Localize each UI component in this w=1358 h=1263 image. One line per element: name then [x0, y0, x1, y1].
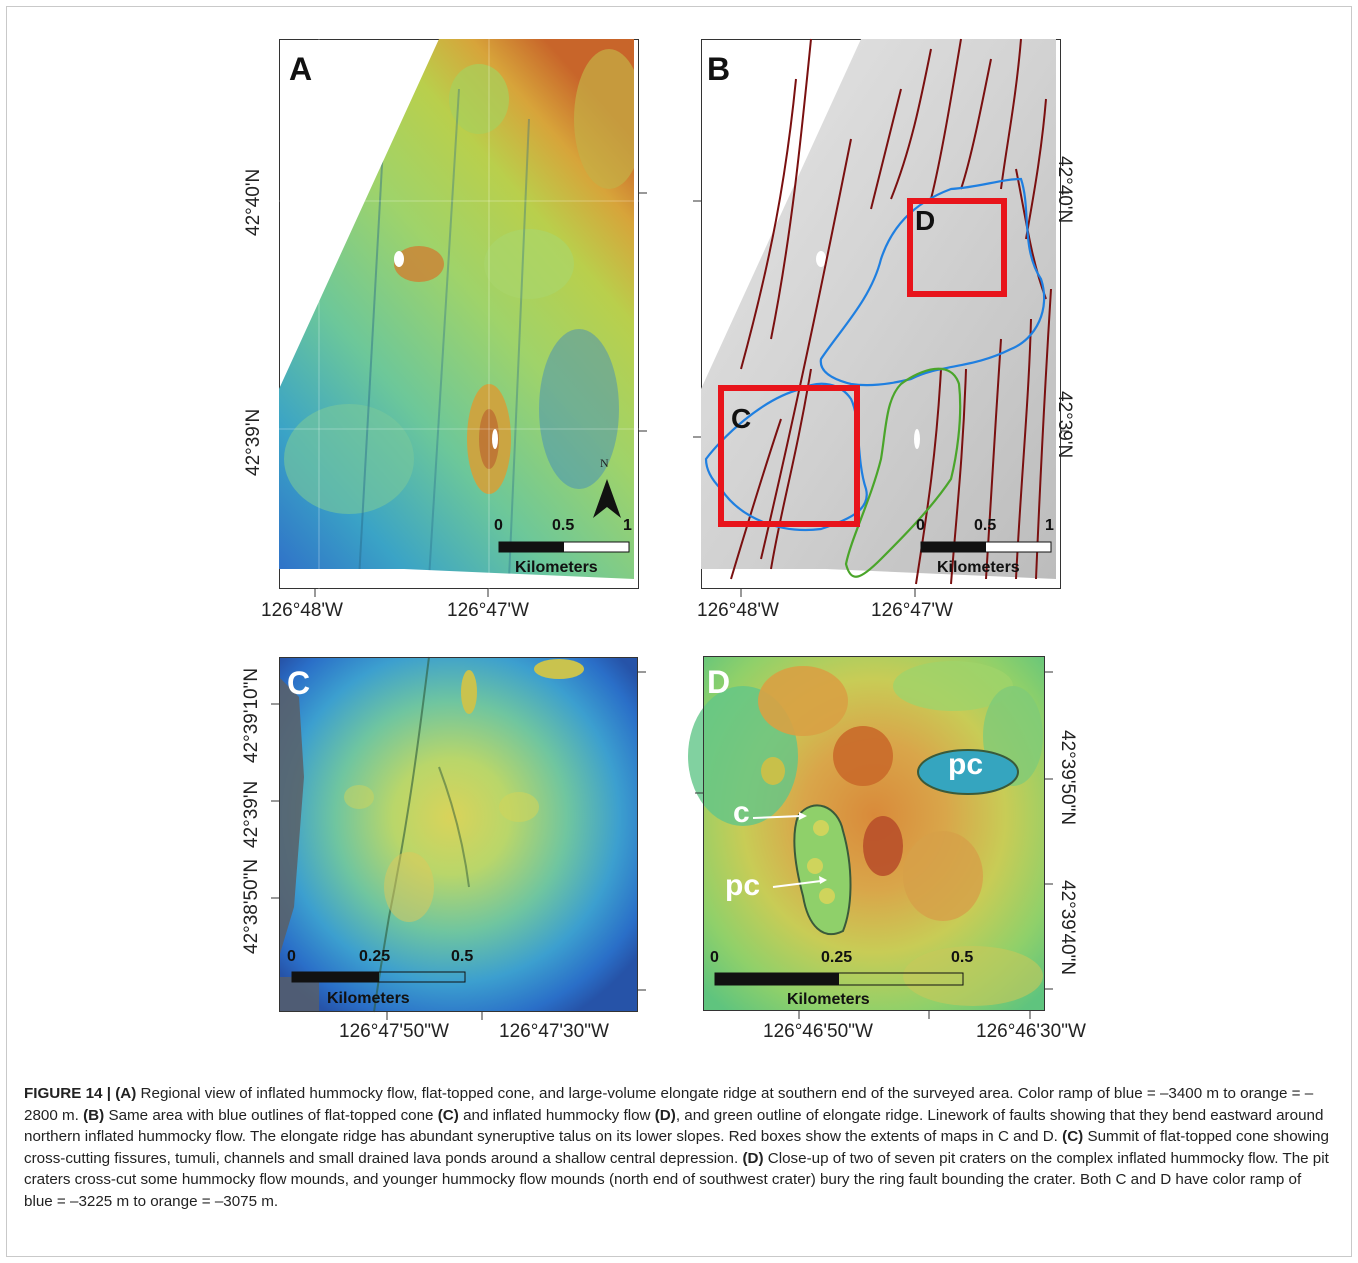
scale-unit: Kilometers — [787, 991, 870, 1008]
extent-box-d — [907, 198, 1007, 297]
caption-text-d: Close-up of two of seven pit craters on … — [24, 1149, 1329, 1210]
lat-label: 42°39'50"N — [1057, 730, 1078, 826]
scale-tick: 1 — [1045, 517, 1054, 534]
panel-d: D pc c pc 0 0.25 0.5 Kilometers — [688, 656, 1053, 1019]
lon-label: 126°46'30"W — [976, 1021, 1086, 1042]
lon-label: 126°46'50"W — [763, 1021, 873, 1042]
lat-label: 42°38'50"N — [241, 858, 262, 954]
panel-b: B C D 0 0.5 1 Kilometers — [693, 38, 1069, 597]
scale-tick: 0 — [916, 517, 925, 534]
lon-label: 126°48'W — [261, 600, 343, 621]
blue-outline — [819, 177, 1046, 387]
caption-text-c: Summit of flat-topped cone showing cross… — [24, 1128, 1329, 1167]
scale-bar — [714, 972, 964, 986]
caption-text-b: Same area with blue outlines of flat-top… — [108, 1106, 434, 1124]
lat-label: 42°40'N — [243, 168, 264, 236]
green-outline — [844, 367, 962, 578]
panel-letter: D — [707, 664, 731, 700]
scale-tick: 1 — [623, 517, 632, 534]
lat-label: 42°39'N — [1054, 391, 1075, 459]
lat-label: 42°39'40"N — [1057, 880, 1078, 976]
scale-unit: Kilometers — [937, 559, 1020, 576]
extent-box-c — [718, 385, 860, 527]
cone-label: c — [733, 796, 750, 829]
scale-tick: 0.5 — [451, 948, 474, 965]
panel-d-map — [688, 656, 1053, 1019]
box-label-c: C — [731, 403, 752, 434]
caption-text-a: Regional view of inflated hummocky flow,… — [24, 1085, 1314, 1124]
panel-a-map — [279, 39, 647, 597]
scale-unit: Kilometers — [327, 990, 410, 1007]
lon-label: 126°47'30"W — [499, 1021, 609, 1042]
figure-frame — [6, 6, 1352, 1257]
caption-tag-d: (D) — [742, 1149, 764, 1167]
lon-label: 126°47'W — [447, 600, 529, 621]
lat-label: 42°40'N — [1054, 156, 1075, 224]
lon-label: 126°48'W — [697, 600, 779, 621]
pit-crater-east — [917, 749, 1019, 795]
lat-label: 42°39'N — [241, 780, 262, 848]
scale-unit: Kilometers — [515, 559, 598, 576]
scale-bar — [498, 541, 630, 553]
panel-letter: A — [289, 51, 313, 87]
lon-label: 126°47'W — [871, 600, 953, 621]
panel-c-map — [271, 656, 646, 1020]
panel-a: A N 0 0.5 1 Kilometers — [279, 39, 647, 597]
figure-number: FIGURE 14 | — [24, 1085, 111, 1102]
scale-tick: 0.5 — [951, 949, 974, 966]
figure-caption: FIGURE 14 | (A) Regional view of inflate… — [24, 1083, 1334, 1212]
pit-crater-label: pc — [725, 869, 761, 902]
panel-letter: C — [287, 665, 311, 701]
scale-bar — [920, 541, 1052, 553]
north-arrow-icon — [593, 479, 621, 518]
box-label-d: D — [915, 205, 936, 236]
lat-label: 42°39'10"N — [241, 667, 262, 763]
scale-tick: 0.25 — [821, 949, 853, 966]
pit-crater-southwest — [793, 804, 852, 936]
caption-tag-a: (A) — [115, 1085, 137, 1102]
blue-outline — [704, 382, 868, 531]
panel-b-map — [693, 38, 1069, 597]
caption-ref-d: (D) — [654, 1106, 676, 1124]
caption-ref-c: (C) — [437, 1106, 459, 1124]
scale-tick: 0.25 — [359, 948, 391, 965]
caption-tag-c: (C) — [1062, 1128, 1084, 1145]
caption-text-b: and inflated hummocky flow — [463, 1106, 651, 1124]
pit-crater-label: pc — [948, 748, 984, 781]
scale-bar — [291, 971, 466, 983]
scale-tick: 0 — [287, 948, 296, 965]
scale-tick: 0 — [710, 949, 719, 966]
scale-tick: 0 — [494, 517, 503, 534]
scale-tick: 0.5 — [974, 517, 997, 534]
lon-label: 126°47'50"W — [339, 1021, 449, 1042]
caption-tag-b: (B) — [83, 1106, 105, 1124]
north-label: N — [600, 456, 609, 470]
caption-text-b: , and green outline of elongate ridge. L… — [24, 1106, 1324, 1146]
scale-tick: 0.5 — [552, 517, 575, 534]
panel-letter: B — [707, 51, 731, 87]
lat-label: 42°39'N — [243, 408, 264, 476]
panel-c: C 0 0.25 0.5 Kilometers — [271, 656, 646, 1020]
